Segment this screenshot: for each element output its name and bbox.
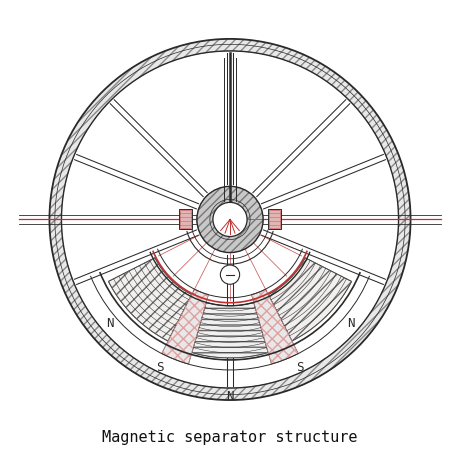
Polygon shape xyxy=(268,258,351,341)
Text: S: S xyxy=(296,361,303,374)
Text: S: S xyxy=(156,361,163,374)
Bar xyxy=(267,209,280,230)
Polygon shape xyxy=(161,289,208,364)
Text: N: N xyxy=(106,317,113,330)
Polygon shape xyxy=(108,258,191,341)
Polygon shape xyxy=(191,302,268,358)
Text: N: N xyxy=(226,390,233,403)
Polygon shape xyxy=(251,289,298,364)
Circle shape xyxy=(220,265,239,284)
Text: Magnetic separator structure: Magnetic separator structure xyxy=(102,430,357,445)
Polygon shape xyxy=(50,39,410,400)
Polygon shape xyxy=(196,186,263,252)
Bar xyxy=(268,211,279,229)
Circle shape xyxy=(213,202,246,237)
Bar xyxy=(179,209,192,230)
Bar xyxy=(180,211,191,229)
Text: N: N xyxy=(346,317,353,330)
